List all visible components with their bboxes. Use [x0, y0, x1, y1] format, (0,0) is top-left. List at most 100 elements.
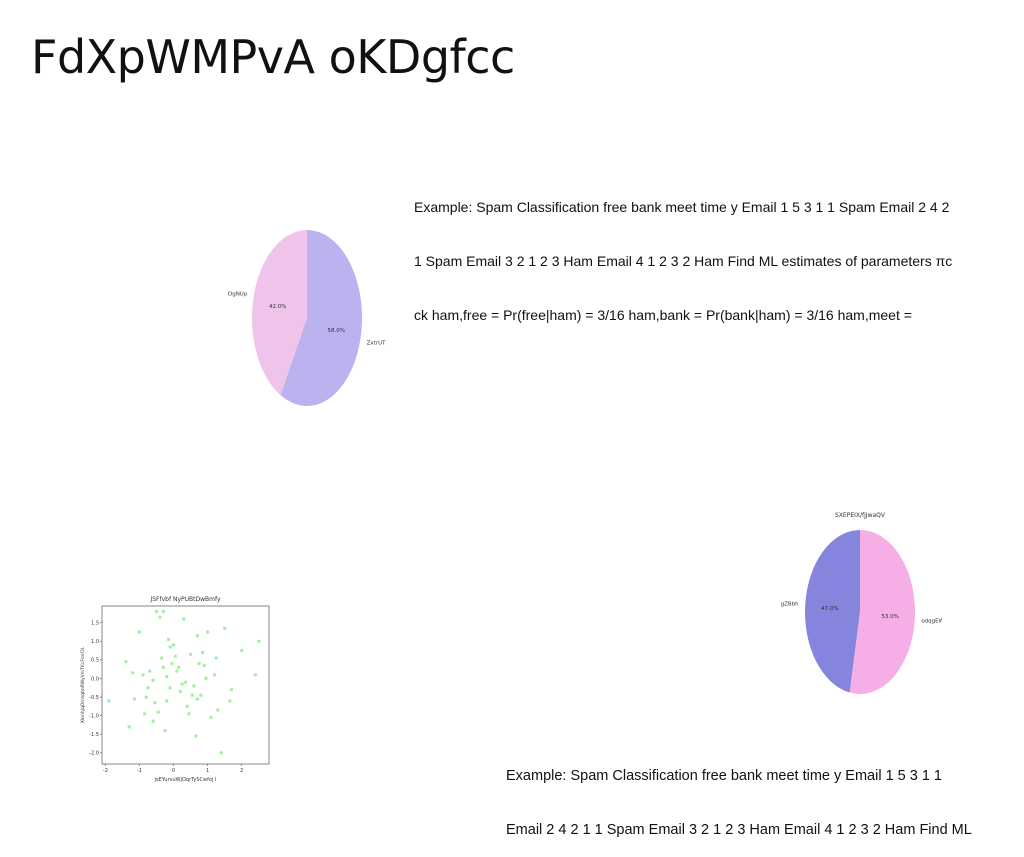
- y-tick-label: 1.5: [91, 621, 99, 627]
- scatter-point: [178, 689, 183, 694]
- scatter-point: [165, 699, 169, 703]
- scatter-point: [132, 697, 137, 701]
- y-axis-label: XkmhJqDmsqbnRWyVmTKcFmrDL: [80, 646, 86, 723]
- scatter-point: [176, 665, 181, 670]
- scatter-point: [148, 669, 152, 673]
- scatter-point: [187, 712, 191, 716]
- scatter-point: [107, 699, 111, 703]
- scatter-point: [183, 680, 188, 684]
- scatter-point: [166, 637, 171, 642]
- scatter-point: [163, 728, 167, 733]
- scatter-point: [229, 687, 234, 692]
- scatter-point: [192, 684, 196, 688]
- x-tick-label: -1: [137, 768, 142, 774]
- scatter-point: [146, 686, 150, 690]
- scatter-point: [161, 665, 166, 670]
- scatter-title: JSFfvbf NyPUBtDwBmfy: [149, 596, 221, 603]
- scatter-point: [182, 617, 186, 621]
- scatter-point: [202, 663, 206, 668]
- scatter-chart: JSFfvbf NyPUBtDwBmfy -2 -1 0 1 2 1.5 1.0 0.5 0.0 -…: [80, 596, 270, 783]
- pie-value-label: 42.0%: [269, 304, 286, 310]
- pie-title: SXEPEIX/fjJwaQV: [835, 512, 886, 519]
- scatter-point: [228, 699, 232, 703]
- pie-value-label: 58.0%: [328, 328, 345, 334]
- scatter-point: [153, 700, 157, 705]
- y-tick-label: 0.5: [91, 658, 99, 664]
- pie-value-label: 47.0%: [821, 606, 838, 612]
- scatter-point: [165, 674, 169, 679]
- scatter-point: [194, 734, 198, 738]
- scatter-point: [219, 751, 223, 755]
- scatter-point: [212, 673, 217, 677]
- scatter-point: [144, 695, 149, 699]
- scatter-point: [205, 630, 210, 634]
- scatter-point: [151, 678, 155, 683]
- y-tick-label: 0.0: [91, 676, 99, 682]
- scatter-point: [190, 693, 195, 697]
- x-tick-label: 1: [206, 768, 209, 774]
- scatter-point: [253, 673, 258, 677]
- pie-slice-label: gZBbh: [781, 601, 800, 607]
- scatter-point: [188, 652, 193, 657]
- scatter-point: [170, 661, 174, 666]
- scatter-point: [200, 650, 205, 655]
- scatter-point: [180, 682, 184, 686]
- scatter-point: [240, 648, 244, 653]
- pie-slice-label: odqgEWy: [921, 619, 942, 625]
- body-text-line: Email 2 4 2 1 1 Spam Email 3 2 1 2 3 Ham…: [506, 822, 972, 838]
- scatter-point: [156, 710, 160, 714]
- scatter-point: [197, 661, 201, 666]
- pie-slice: [804, 530, 860, 693]
- body-text-bottom: Example: Spam Classification free bank m…: [506, 731, 1024, 857]
- scatter-point: [195, 697, 200, 701]
- y-tick-label: -0.5: [89, 695, 99, 701]
- body-text-top: Example: Spam Classification free bank m…: [414, 162, 1024, 342]
- pie-slice: [849, 530, 915, 694]
- scatter-point: [130, 671, 135, 675]
- x-tick-label: 2: [240, 768, 243, 774]
- scatter-point: [216, 708, 220, 712]
- pie-slice: [280, 230, 362, 406]
- y-tick-label: -1.5: [89, 732, 99, 738]
- body-text-line: 1 Spam Email 3 2 1 2 3 Ham Email 4 1 2 3…: [414, 253, 953, 269]
- scatter-point: [124, 660, 128, 664]
- x-tick-label: 0: [172, 768, 175, 774]
- pie-slice-label: OgNUp: [228, 291, 248, 297]
- body-text-line: Example: Spam Classification free bank m…: [414, 199, 950, 215]
- scatter-point: [171, 643, 176, 647]
- scatter-point: [161, 609, 166, 614]
- scatter-point: [204, 676, 208, 681]
- body-text-line: ck ham,free = Pr(free|ham) = 3/16 ham,ba…: [414, 307, 912, 323]
- pie-slice-label: ZxtrUT: [367, 341, 386, 347]
- scatter-point: [195, 634, 200, 638]
- y-tick-label: -1.0: [89, 713, 99, 719]
- scatter-point: [173, 654, 177, 658]
- scatter-point: [141, 673, 145, 677]
- scatter-point: [127, 725, 131, 729]
- scatter-point: [209, 715, 213, 720]
- scatter-point: [151, 719, 155, 723]
- x-tick-label: -2: [103, 768, 108, 774]
- scatter-point: [199, 693, 203, 697]
- scatter-point: [214, 656, 218, 660]
- plot-frame: [101, 605, 270, 765]
- scatter-point: [168, 686, 172, 690]
- y-tick-label: -2.0: [89, 751, 99, 757]
- scatter-point: [159, 656, 164, 660]
- scatter-point: [168, 645, 172, 649]
- scatter-point: [185, 704, 189, 709]
- scatter-point: [142, 712, 147, 716]
- pie-chart-2: SXEPEIX/fjJwaQV 47.0% gZBbh 53.0% odqgEWy: [781, 512, 942, 694]
- pie-chart-1: 42.0% OgNUp 58.0% ZxtrUT: [228, 230, 386, 406]
- scatter-point: [137, 630, 142, 634]
- scatter-point: [158, 615, 162, 619]
- x-axis-label: jsEYurvuWjOqrTySCwfoj l: [154, 777, 217, 783]
- slide-title: FdXpWMPvA oKDgfcc: [31, 30, 515, 84]
- pie-slice: [251, 230, 307, 396]
- body-text-line: Example: Spam Classification free bank m…: [506, 768, 942, 784]
- scatter-point: [222, 626, 227, 631]
- pie-value-label: 53.0%: [881, 614, 898, 620]
- scatter-point: [257, 639, 261, 644]
- scatter-point: [154, 609, 159, 614]
- scatter-point: [175, 669, 179, 673]
